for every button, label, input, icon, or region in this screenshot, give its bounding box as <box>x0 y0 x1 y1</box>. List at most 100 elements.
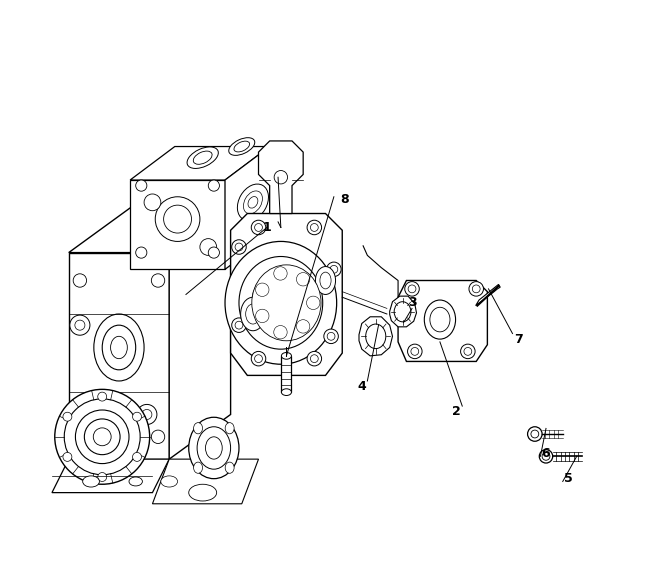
Ellipse shape <box>197 427 230 469</box>
Ellipse shape <box>263 283 299 323</box>
Ellipse shape <box>238 184 268 220</box>
Ellipse shape <box>430 307 450 332</box>
Ellipse shape <box>408 285 416 293</box>
Polygon shape <box>258 141 303 214</box>
Ellipse shape <box>208 247 219 258</box>
Ellipse shape <box>394 302 411 322</box>
Ellipse shape <box>239 256 323 349</box>
Polygon shape <box>169 208 230 459</box>
Text: 8: 8 <box>340 193 350 206</box>
Ellipse shape <box>469 282 484 296</box>
Ellipse shape <box>327 262 341 277</box>
Polygon shape <box>390 296 417 327</box>
Text: 1: 1 <box>262 221 271 234</box>
Polygon shape <box>69 208 230 252</box>
Ellipse shape <box>274 171 288 184</box>
Ellipse shape <box>64 399 140 475</box>
Ellipse shape <box>296 273 310 286</box>
Ellipse shape <box>252 265 321 341</box>
Ellipse shape <box>73 430 87 444</box>
Ellipse shape <box>161 476 178 487</box>
Ellipse shape <box>70 315 90 335</box>
Ellipse shape <box>98 392 107 401</box>
Ellipse shape <box>55 389 150 484</box>
Ellipse shape <box>75 320 85 330</box>
Ellipse shape <box>542 452 550 460</box>
Ellipse shape <box>255 224 262 231</box>
Ellipse shape <box>94 314 144 381</box>
Ellipse shape <box>235 321 243 329</box>
Ellipse shape <box>252 270 310 335</box>
Ellipse shape <box>324 329 339 343</box>
Ellipse shape <box>473 285 480 293</box>
Ellipse shape <box>155 197 200 241</box>
Ellipse shape <box>366 324 386 348</box>
Ellipse shape <box>243 191 262 214</box>
Ellipse shape <box>63 412 72 421</box>
Ellipse shape <box>93 428 111 446</box>
Ellipse shape <box>83 476 100 487</box>
Ellipse shape <box>193 422 202 434</box>
Ellipse shape <box>251 220 266 234</box>
Ellipse shape <box>200 238 217 255</box>
Ellipse shape <box>193 462 202 473</box>
Polygon shape <box>69 252 169 459</box>
Ellipse shape <box>76 410 129 463</box>
Ellipse shape <box>142 410 152 420</box>
Ellipse shape <box>225 241 337 364</box>
Polygon shape <box>398 280 488 361</box>
Ellipse shape <box>137 404 157 425</box>
Text: 5: 5 <box>564 472 573 485</box>
Ellipse shape <box>225 422 234 434</box>
Ellipse shape <box>320 272 331 289</box>
Ellipse shape <box>424 300 456 339</box>
Ellipse shape <box>133 452 141 461</box>
Text: 6: 6 <box>542 447 550 460</box>
Ellipse shape <box>234 141 249 152</box>
Ellipse shape <box>98 472 107 481</box>
Ellipse shape <box>151 430 165 444</box>
Ellipse shape <box>235 243 243 251</box>
Ellipse shape <box>187 147 218 168</box>
Polygon shape <box>230 214 342 375</box>
Polygon shape <box>52 459 169 493</box>
Ellipse shape <box>274 266 287 280</box>
Ellipse shape <box>151 274 165 287</box>
Ellipse shape <box>232 240 246 254</box>
Ellipse shape <box>245 304 260 324</box>
Ellipse shape <box>255 355 262 362</box>
Ellipse shape <box>63 452 72 461</box>
Text: 2: 2 <box>452 405 461 418</box>
Ellipse shape <box>531 430 539 438</box>
Ellipse shape <box>225 462 234 473</box>
Ellipse shape <box>193 151 212 164</box>
Ellipse shape <box>311 355 318 362</box>
Ellipse shape <box>307 351 322 366</box>
Ellipse shape <box>251 351 266 366</box>
Ellipse shape <box>256 283 269 296</box>
Ellipse shape <box>311 224 318 231</box>
Ellipse shape <box>73 274 87 287</box>
Ellipse shape <box>206 437 222 459</box>
Ellipse shape <box>85 419 120 454</box>
Ellipse shape <box>129 477 143 486</box>
Ellipse shape <box>135 247 147 258</box>
Ellipse shape <box>527 427 542 442</box>
Ellipse shape <box>330 265 338 273</box>
Ellipse shape <box>316 266 335 295</box>
Ellipse shape <box>307 296 320 310</box>
Ellipse shape <box>327 333 335 340</box>
Ellipse shape <box>464 347 472 355</box>
Ellipse shape <box>189 484 217 501</box>
Ellipse shape <box>144 194 161 211</box>
Ellipse shape <box>135 180 147 191</box>
Polygon shape <box>359 317 393 356</box>
Ellipse shape <box>208 180 219 191</box>
Ellipse shape <box>111 337 128 358</box>
Ellipse shape <box>274 325 287 339</box>
Polygon shape <box>225 146 270 269</box>
Ellipse shape <box>281 389 292 396</box>
Ellipse shape <box>189 417 239 479</box>
Ellipse shape <box>405 282 419 296</box>
Ellipse shape <box>461 344 475 358</box>
